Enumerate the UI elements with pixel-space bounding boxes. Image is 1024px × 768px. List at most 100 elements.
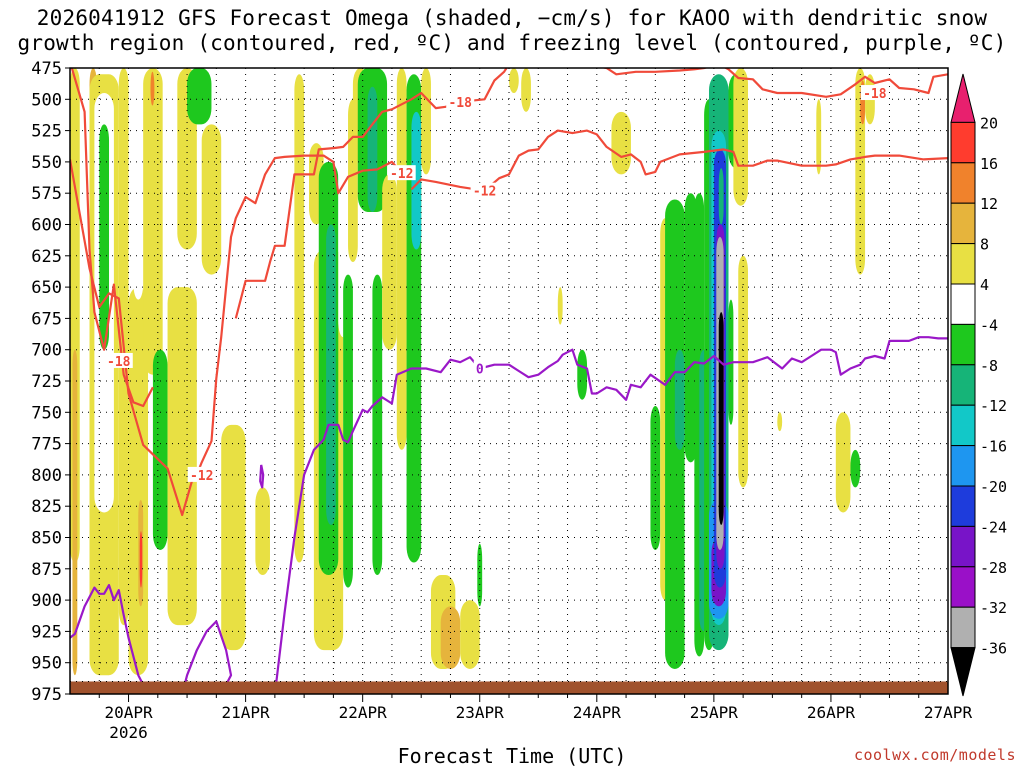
omega-cell	[650, 406, 661, 551]
colorbar-segment	[950, 404, 976, 447]
omega-cell	[367, 86, 378, 212]
colorbar-segment	[950, 606, 976, 649]
colorbar-label: -28	[980, 559, 1007, 577]
colorbar-label: -32	[980, 599, 1007, 617]
colorbar-segment	[950, 243, 976, 285]
x-tick-sublabel: 2026	[109, 723, 148, 742]
colorbar-label: 12	[980, 195, 998, 213]
colorbar-segment	[950, 485, 976, 527]
colorbar-label: 16	[980, 155, 998, 173]
freezing-contour	[273, 336, 948, 694]
colorbar-segment	[950, 525, 976, 568]
omega-cell	[816, 99, 822, 175]
colorbar-label: -24	[980, 518, 1007, 536]
dgz-contour	[70, 68, 154, 408]
y-tick-label: 925	[31, 622, 62, 642]
contour-label-bg	[187, 466, 216, 482]
credit-link[interactable]: coolwx.com/models	[853, 746, 1016, 764]
colorbar-label: 4	[980, 276, 989, 294]
colorbar-segment	[950, 162, 976, 204]
x-tick-label: 21APR	[222, 703, 271, 722]
y-tick-label: 600	[31, 216, 62, 236]
colorbar-segment	[950, 445, 976, 487]
colorbar-segment	[950, 364, 976, 406]
y-tick-label: 850	[31, 529, 62, 549]
dgz-contour	[460, 68, 508, 103]
y-tick-label: 650	[31, 278, 62, 298]
dgz-contour-label: -18	[107, 355, 131, 370]
dgz-contour	[70, 159, 203, 517]
omega-cell	[187, 68, 212, 125]
x-tick-label: 27APR	[924, 703, 973, 722]
y-tick-label: 475	[31, 59, 62, 79]
y-tick-label: 800	[31, 466, 62, 486]
contour-label-bg	[104, 352, 133, 368]
freezing-contour-label: 0	[476, 362, 484, 377]
colorbar-segment	[950, 323, 976, 366]
omega-cell	[611, 111, 631, 175]
dgz-contour	[600, 68, 948, 98]
chart-title-line1: 2026041912 GFS Forecast Omega (shaded, −…	[36, 6, 988, 30]
omega-cell	[733, 68, 749, 206]
omega-cell	[440, 606, 461, 669]
colorbar-segment	[950, 202, 976, 245]
omega-cell	[372, 274, 383, 576]
omega-cell	[738, 255, 749, 488]
omega-cell	[167, 287, 197, 626]
colorbar-segment	[950, 566, 976, 608]
omega-cell	[835, 412, 851, 513]
dgz-contour-label: -18	[448, 96, 472, 111]
contour-label-bg	[473, 360, 486, 376]
omega-cell	[99, 124, 110, 350]
y-tick-label: 525	[31, 122, 62, 142]
omega-cell	[718, 312, 724, 525]
omega-cell	[382, 174, 397, 350]
omega-cell	[577, 349, 588, 400]
y-tick-label: 775	[31, 435, 62, 455]
y-tick-label: 750	[31, 403, 62, 423]
y-tick-label: 575	[31, 184, 62, 204]
x-tick-label: 23APR	[456, 703, 505, 722]
x-tick-label: 25APR	[690, 703, 739, 722]
y-tick-label: 700	[31, 341, 62, 361]
colorbar-label: -20	[980, 478, 1007, 496]
y-tick-label: 875	[31, 560, 62, 580]
colorbar-label: -36	[980, 640, 1007, 658]
contour-label-bg	[470, 182, 499, 198]
omega-cell	[72, 349, 78, 676]
omega-cell	[152, 349, 168, 551]
omega-cell	[201, 124, 222, 275]
x-tick-label: 22APR	[339, 703, 388, 722]
omega-cell	[294, 74, 305, 563]
omega-cell	[460, 600, 480, 669]
omega-cell	[396, 68, 407, 450]
omega-cell	[133, 68, 144, 300]
omega-cell	[326, 224, 336, 525]
y-tick-label: 625	[31, 247, 62, 267]
y-tick-label: 900	[31, 591, 62, 611]
y-tick-label: 675	[31, 309, 62, 329]
freezing-contour	[70, 584, 152, 694]
omega-cell	[255, 487, 270, 576]
colorbar-label: -16	[980, 438, 1007, 456]
omega-cell	[150, 71, 155, 106]
y-tick-label: 950	[31, 654, 62, 674]
omega-cell	[684, 193, 697, 463]
omega-cell	[850, 449, 861, 488]
dgz-contour	[195, 154, 403, 476]
dgz-contour-label: -12	[190, 469, 213, 484]
omega-cell	[718, 168, 724, 225]
chart-title-line2: growth region (contoured, red, ºC) and f…	[17, 31, 1007, 55]
x-axis-label: Forecast Time (UTC)	[397, 744, 627, 768]
x-tick-label: 20APR	[104, 703, 153, 722]
contour-label-bg	[860, 85, 889, 101]
omega-cell	[557, 287, 563, 325]
colorbar-label: -12	[980, 397, 1007, 415]
omega-cell	[665, 199, 685, 669]
omega-cell	[139, 531, 143, 588]
colorbar-label: 8	[980, 236, 989, 254]
omega-cell	[143, 68, 163, 375]
y-tick-label: 550	[31, 153, 62, 173]
dgz-contour-label: -12	[473, 185, 496, 200]
